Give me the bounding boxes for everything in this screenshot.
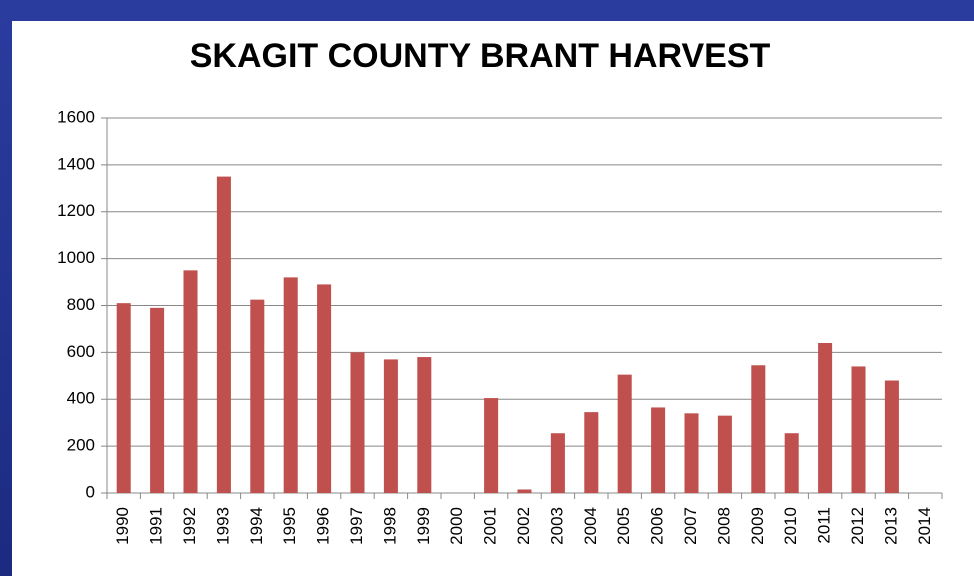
bar bbox=[751, 365, 766, 493]
bar bbox=[317, 284, 332, 493]
x-tick-label: 2007 bbox=[681, 507, 700, 545]
y-tick-label: 800 bbox=[67, 295, 95, 314]
bar bbox=[884, 380, 899, 493]
x-tick-label: 2011 bbox=[815, 507, 834, 544]
x-tick-label: 1999 bbox=[414, 507, 433, 545]
bar bbox=[283, 277, 298, 493]
x-tick-label: 2000 bbox=[447, 507, 466, 545]
bar bbox=[818, 343, 833, 493]
x-tick-label: 2012 bbox=[848, 507, 867, 545]
x-tick-label: 2014 bbox=[915, 507, 934, 545]
bar bbox=[383, 359, 398, 493]
y-tick-label: 400 bbox=[67, 389, 95, 408]
y-tick-label: 1400 bbox=[57, 154, 95, 173]
x-tick-label: 1995 bbox=[280, 507, 299, 545]
x-tick-label: 2005 bbox=[614, 507, 633, 545]
y-tick-label: 0 bbox=[86, 482, 95, 501]
x-tick-label: 1993 bbox=[213, 507, 232, 545]
bar bbox=[116, 303, 131, 493]
x-tick-label: 1991 bbox=[147, 507, 166, 545]
x-tick-label: 2004 bbox=[581, 507, 600, 545]
y-tick-label: 1000 bbox=[57, 248, 95, 267]
x-tick-label: 2010 bbox=[781, 507, 800, 545]
y-tick-label: 1600 bbox=[57, 107, 95, 126]
bar bbox=[651, 407, 666, 493]
bar bbox=[517, 489, 532, 493]
bar bbox=[784, 433, 799, 493]
x-tick-label: 2013 bbox=[881, 507, 900, 545]
bar bbox=[584, 412, 599, 493]
x-tick-label: 2008 bbox=[714, 507, 733, 545]
bar bbox=[216, 176, 231, 493]
y-tick-label: 600 bbox=[67, 342, 95, 361]
bar bbox=[417, 357, 432, 493]
x-tick-label: 1996 bbox=[314, 507, 333, 545]
x-tick-label: 1998 bbox=[380, 507, 399, 545]
x-tick-label: 1992 bbox=[180, 507, 199, 545]
x-tick-label: 1994 bbox=[247, 507, 266, 545]
bar bbox=[851, 366, 866, 493]
bar bbox=[617, 374, 632, 493]
x-tick-label: 1997 bbox=[347, 507, 366, 545]
bar bbox=[150, 307, 165, 493]
bar bbox=[684, 413, 699, 493]
x-tick-label: 2009 bbox=[748, 507, 767, 545]
chart-title: SKAGIT COUNTY BRANT HARVEST bbox=[190, 37, 771, 75]
bar bbox=[717, 415, 732, 493]
x-tick-label: 2006 bbox=[648, 507, 667, 545]
bar bbox=[183, 270, 198, 493]
x-tick-label: 1990 bbox=[113, 507, 132, 545]
x-tick-label: 2003 bbox=[547, 507, 566, 545]
x-tick-label: 2002 bbox=[514, 507, 533, 545]
x-tick-label: 2001 bbox=[481, 507, 500, 545]
bar bbox=[484, 398, 499, 493]
y-tick-label: 200 bbox=[67, 436, 95, 455]
y-tick-label: 1200 bbox=[57, 201, 95, 220]
bar bbox=[550, 433, 565, 493]
bar bbox=[250, 299, 265, 493]
bar bbox=[350, 352, 365, 493]
